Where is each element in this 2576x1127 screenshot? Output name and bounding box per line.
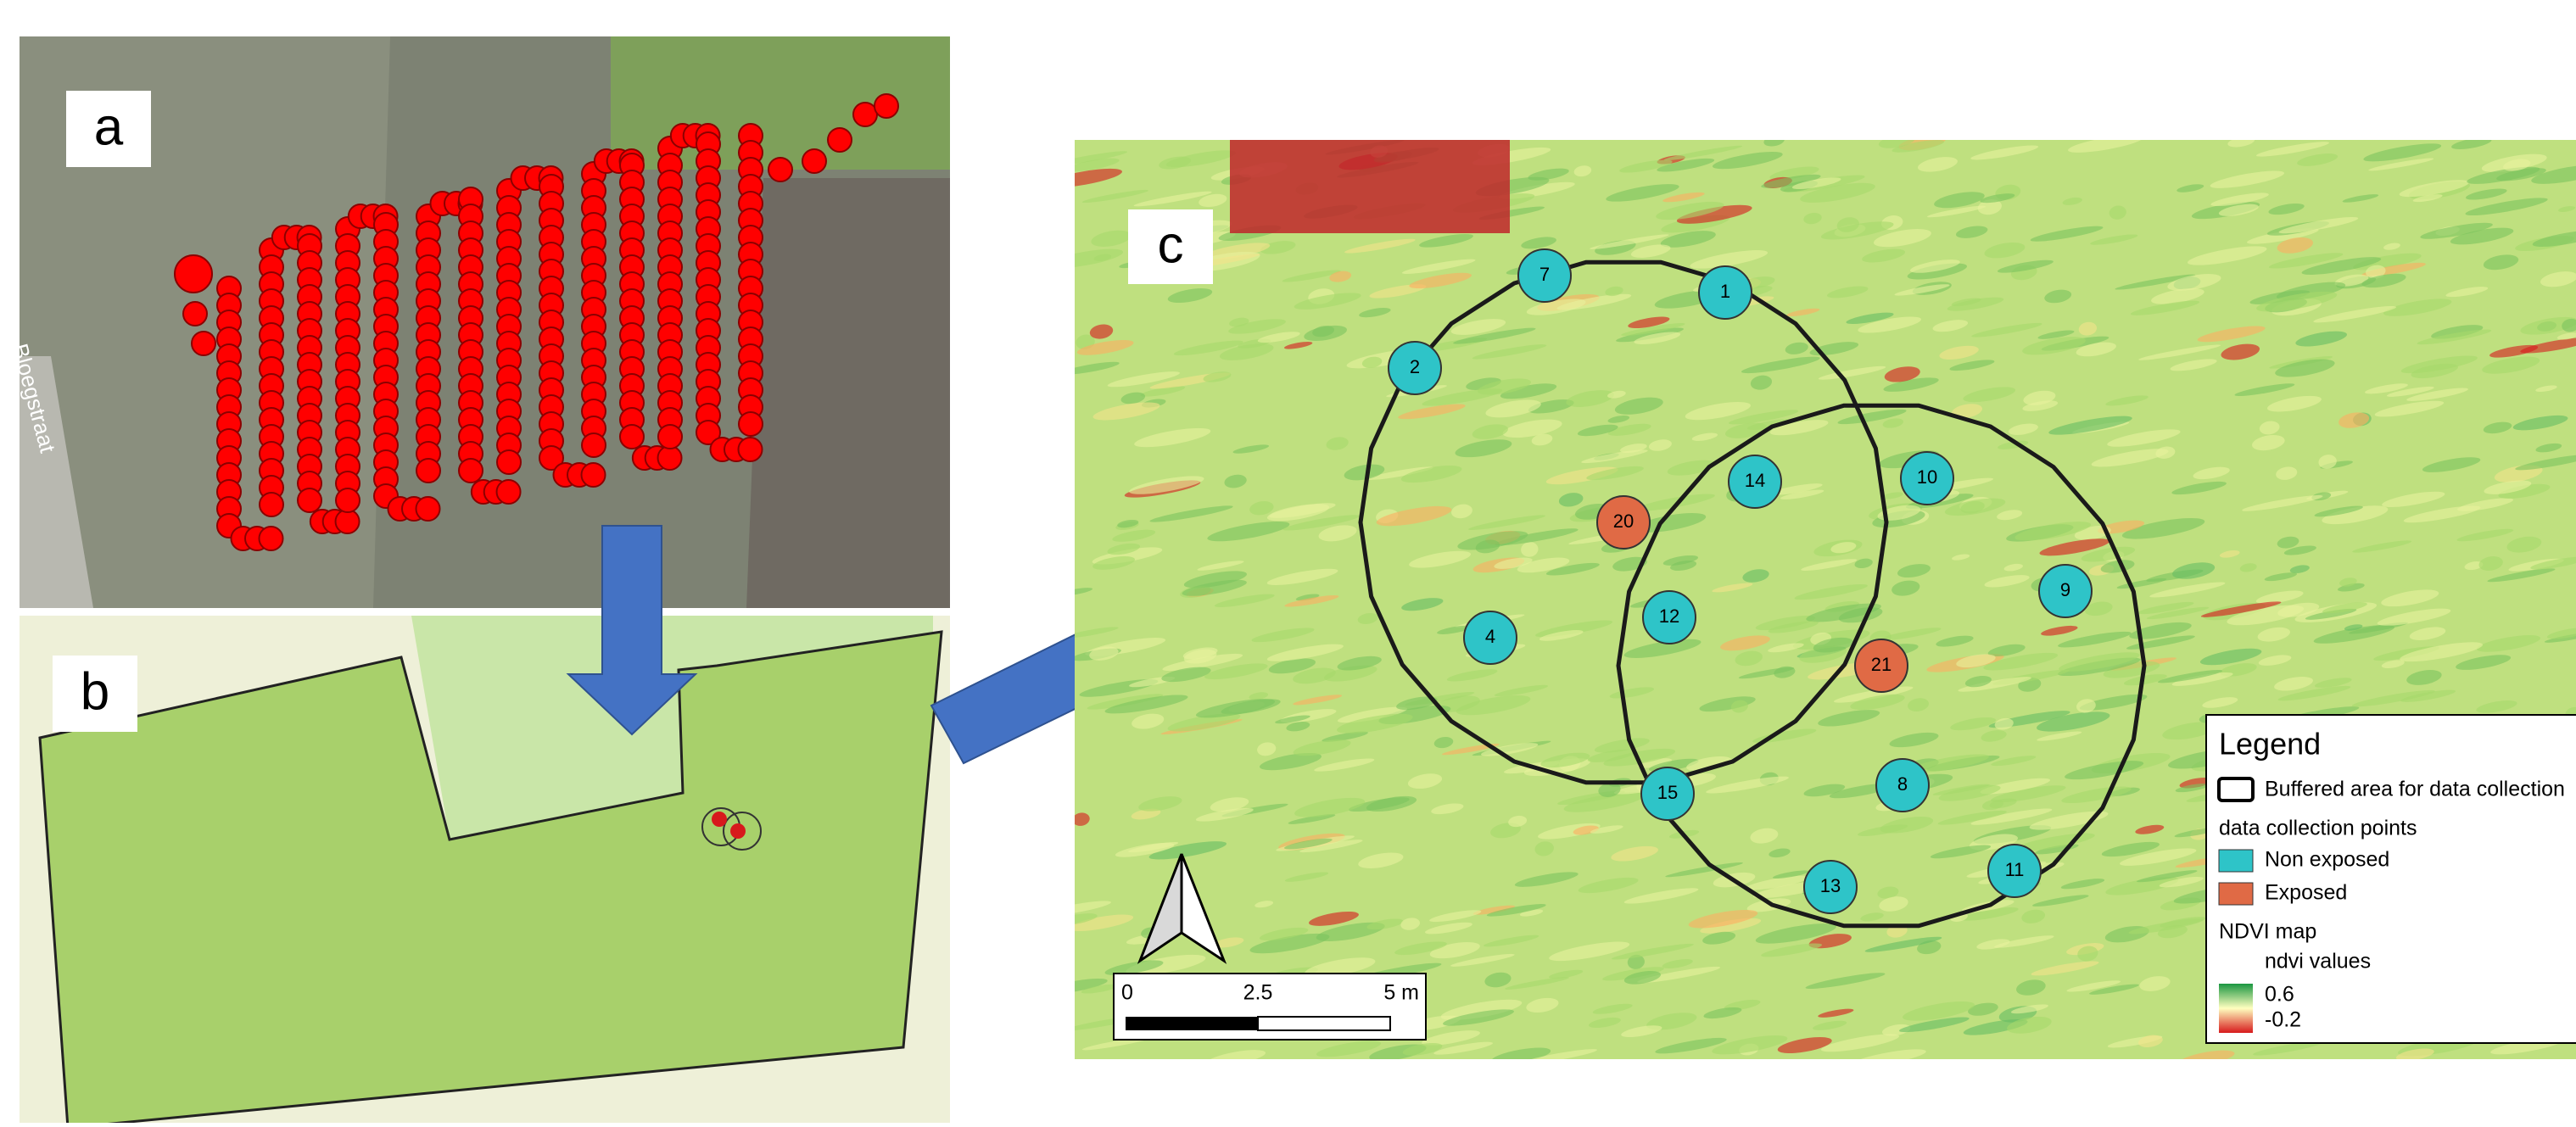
- scale-label: 0: [1121, 981, 1133, 1005]
- panel-label: c: [1158, 215, 1184, 274]
- legend-heading: NDVI map: [2219, 920, 2316, 944]
- red-patch: [1230, 140, 1510, 233]
- scale-label: 2.5: [1243, 981, 1273, 1005]
- track-point: [658, 425, 682, 449]
- ramp-label: -0.2: [2265, 1008, 2301, 1032]
- track-point: [298, 488, 321, 512]
- point-label: 14: [1745, 470, 1765, 491]
- track-point: [802, 149, 826, 173]
- legend-swatch: [2219, 850, 2253, 872]
- track-point: [828, 128, 852, 152]
- point: [730, 823, 746, 839]
- track-point: [739, 412, 763, 436]
- scale-bar: [1126, 1017, 1258, 1030]
- figure: a Bloegstraat b 7121410912415811132021 c…: [0, 0, 2576, 1123]
- track-point: [260, 527, 283, 550]
- track-point: [582, 463, 606, 487]
- plowed-field: [746, 178, 950, 608]
- track-point: [336, 488, 360, 512]
- track-point: [768, 158, 792, 181]
- track-point: [497, 450, 521, 474]
- scale-bar: [1258, 1017, 1390, 1030]
- track-point: [620, 425, 644, 449]
- point-label: 20: [1613, 510, 1634, 532]
- track-point: [416, 459, 440, 483]
- point-label: 8: [1897, 773, 1908, 795]
- track-point: [183, 302, 207, 326]
- point-label: 2: [1410, 356, 1420, 377]
- point-label: 10: [1917, 466, 1937, 488]
- ramp-label: 0.6: [2265, 983, 2294, 1007]
- track-point: [874, 94, 898, 118]
- legend-item: Exposed: [2265, 881, 2347, 905]
- legend-ramp: [2219, 984, 2253, 1033]
- track-point: [260, 493, 283, 516]
- point-label: 15: [1657, 782, 1678, 803]
- panel-label: b: [81, 662, 109, 721]
- track-start: [175, 255, 212, 293]
- point-label: 21: [1871, 654, 1891, 675]
- point-label: 9: [2060, 579, 2070, 600]
- track-point: [336, 510, 360, 533]
- scale-label: 5 m: [1383, 981, 1419, 1005]
- legend-swatch: [2219, 883, 2253, 905]
- track-point: [192, 332, 215, 355]
- legend-box: [2206, 715, 2576, 1043]
- panel-a: a Bloegstraat: [8, 36, 950, 608]
- panel-b: b: [20, 616, 950, 1123]
- legend-heading: data collection points: [2219, 817, 2417, 840]
- track-point: [416, 497, 440, 521]
- point-label: 12: [1659, 605, 1679, 627]
- point-label: 11: [2005, 859, 2025, 880]
- panel-label: a: [94, 98, 124, 156]
- track-point: [739, 438, 763, 461]
- point: [712, 812, 727, 827]
- legend-heading: ndvi values: [2265, 950, 2371, 974]
- point-label: 7: [1539, 264, 1550, 285]
- track-point: [658, 446, 682, 470]
- legend: Legend Buffered area for data collection…: [2206, 715, 2576, 1043]
- legend-title: Legend: [2219, 727, 2321, 762]
- track-point: [582, 433, 606, 457]
- track-point: [459, 459, 483, 483]
- point-label: 1: [1720, 281, 1730, 302]
- track-point: [853, 103, 877, 126]
- point-label: 13: [1820, 875, 1841, 896]
- legend-item: Non exposed: [2265, 848, 2389, 872]
- point-label: 4: [1485, 626, 1495, 647]
- track-point: [497, 480, 521, 504]
- legend-item: Buffered area for data collection: [2265, 778, 2565, 801]
